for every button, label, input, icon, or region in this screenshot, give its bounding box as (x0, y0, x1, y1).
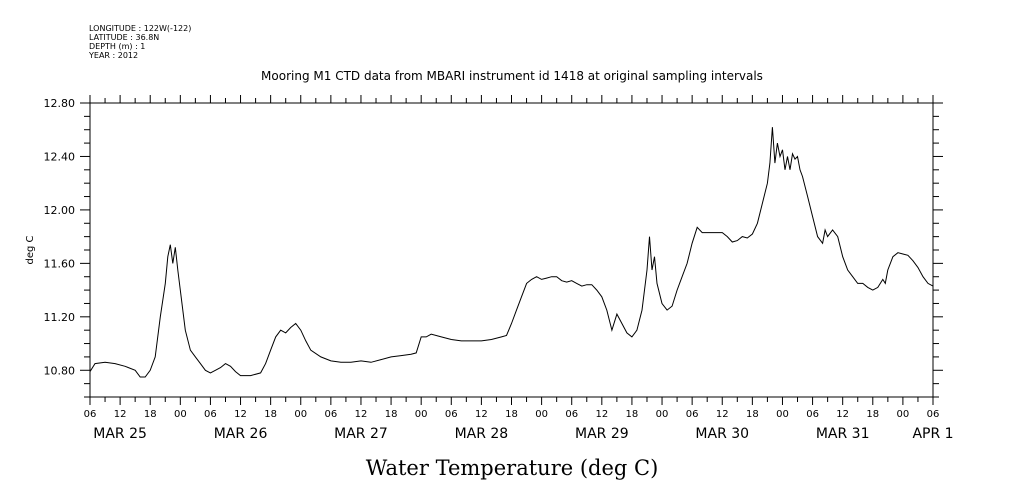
plot-frame (89, 102, 934, 398)
x-hour-label: 18 (144, 409, 157, 420)
chart-title: Mooring M1 CTD data from MBARI instrumen… (261, 69, 763, 83)
x-hour-label: 06 (204, 409, 217, 420)
x-hour-label: 00 (415, 409, 428, 420)
x-hour-label: 00 (776, 409, 789, 420)
x-hour-label: 06 (324, 409, 337, 420)
x-hour-label: 12 (355, 409, 368, 420)
x-hour-label: 00 (174, 409, 187, 420)
x-hour-label: 00 (897, 409, 910, 420)
x-hour-label: 06 (445, 409, 458, 420)
y-tick-label: 11.60 (44, 257, 76, 270)
x-hour-label: 18 (385, 409, 398, 420)
x-hour-label: 18 (866, 409, 879, 420)
x-hour-label: 18 (626, 409, 639, 420)
y-tick-label: 11.20 (44, 311, 76, 324)
y-axis: 10.80 11.20 11.60 12.00 12.40 12.80 (44, 97, 943, 398)
x-hour-label: 12 (595, 409, 608, 420)
x-date-label: MAR 25 (93, 426, 147, 442)
meta-year: YEAR : 2012 (88, 51, 138, 60)
x-date-label: MAR 27 (334, 426, 388, 442)
meta-depth: DEPTH (m) : 1 (89, 42, 145, 51)
x-hour-label: 12 (234, 409, 247, 420)
x-hour-label: 18 (746, 409, 759, 420)
x-hour-label: 18 (505, 409, 518, 420)
x-hour-label: 12 (475, 409, 488, 420)
x-hour-label: 00 (294, 409, 307, 420)
x-hour-label: 06 (806, 409, 819, 420)
meta-longitude: LONGITUDE : 122W(-122) (89, 24, 191, 33)
x-hour-label: 06 (84, 409, 97, 420)
x-hour-label: 06 (927, 409, 940, 420)
x-hour-label: 12 (114, 409, 127, 420)
x-hour-label: 06 (686, 409, 699, 420)
x-hour-label: 00 (656, 409, 669, 420)
y-tick-label: 10.80 (44, 364, 76, 377)
x-axis-label: Water Temperature (deg C) (366, 456, 659, 480)
x-axis: 06 12 18 00 06 12 18 00 06 12 18 00 06 12 18 00 06 12 18 00… (84, 95, 954, 442)
series-line-water-temperature (89, 127, 934, 378)
x-date-label: MAR 26 (214, 426, 268, 442)
x-hour-label: 06 (565, 409, 578, 420)
y-tick-label: 12.80 (44, 97, 76, 110)
x-hour-label: 00 (535, 409, 548, 420)
x-date-label: MAR 28 (455, 426, 509, 442)
x-hour-label: 12 (716, 409, 729, 420)
x-hour-label: 12 (836, 409, 849, 420)
x-date-label: MAR 31 (816, 426, 870, 442)
meta-latitude: LATITUDE : 36.8N (89, 33, 159, 42)
x-date-label: APR 1 (912, 426, 953, 442)
y-tick-label: 12.40 (44, 150, 76, 163)
x-hour-label: 18 (264, 409, 277, 420)
x-date-label: MAR 29 (575, 426, 629, 442)
y-axis-label: deg C (25, 235, 36, 264)
y-tick-label: 12.00 (44, 204, 76, 217)
x-date-label: MAR 30 (695, 426, 749, 442)
